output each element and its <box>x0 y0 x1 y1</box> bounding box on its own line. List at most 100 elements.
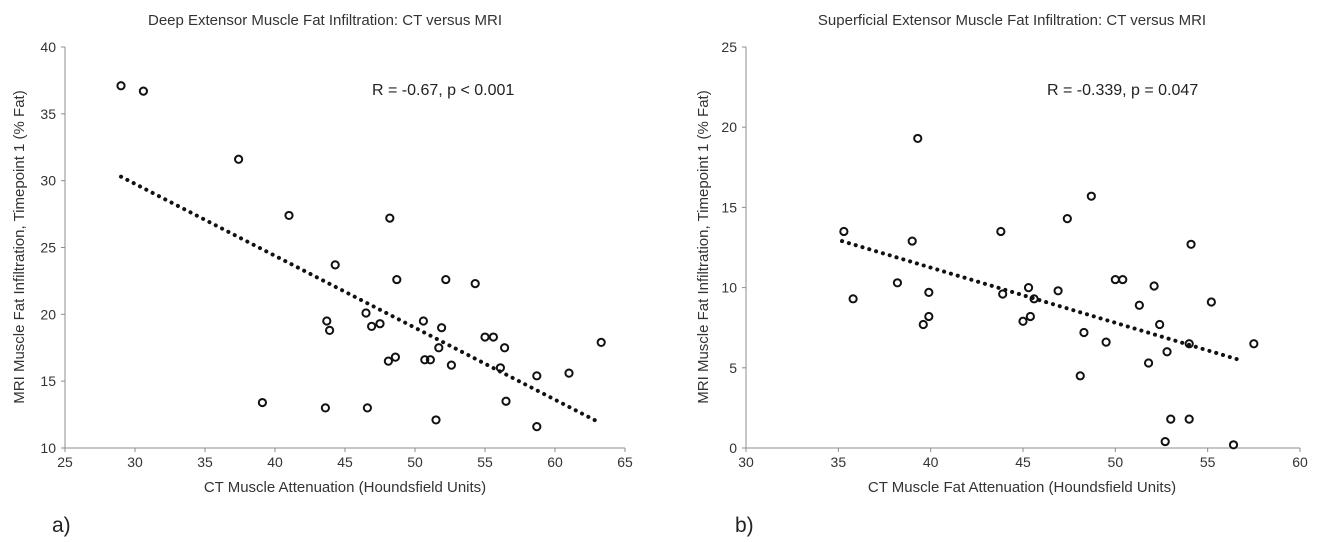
data-point <box>532 371 542 381</box>
data-point <box>1206 297 1216 307</box>
x-tick-label: 35 <box>831 454 847 470</box>
data-point <box>1110 274 1120 285</box>
y-tick-label: 0 <box>729 440 737 456</box>
data-point <box>1134 300 1144 310</box>
data-point <box>418 316 428 326</box>
data-point <box>1018 316 1028 326</box>
data-point <box>1228 440 1239 450</box>
x-tick-label: 65 <box>617 454 633 470</box>
panel-label: a) <box>52 514 71 537</box>
panel-label: b) <box>735 514 754 537</box>
x-tick-label: 45 <box>337 454 353 470</box>
y-tick-label: 35 <box>40 106 56 122</box>
data-point <box>1062 214 1072 224</box>
data-point <box>284 210 294 221</box>
data-point <box>330 260 340 270</box>
data-point <box>383 356 393 366</box>
data-point <box>1025 311 1035 322</box>
data-point <box>1023 283 1034 293</box>
data-point <box>1160 436 1170 447</box>
x-tick-label: 30 <box>127 454 143 470</box>
data-point <box>367 321 377 331</box>
data-point <box>892 278 903 288</box>
y-tick-label: 5 <box>729 360 737 376</box>
data-point <box>495 363 505 373</box>
y-tick-label: 20 <box>721 119 737 135</box>
x-axis-label: CT Muscle Attenuation (Houndsfield Units… <box>204 479 486 496</box>
data-point <box>425 355 435 365</box>
x-tick-label: 30 <box>738 454 754 470</box>
data-point <box>116 81 126 91</box>
data-point <box>532 422 542 432</box>
data-point <box>1086 191 1096 201</box>
data-point <box>375 319 385 329</box>
data-point <box>1101 337 1111 347</box>
x-tick-label: 40 <box>267 454 283 470</box>
data-point <box>1162 347 1172 357</box>
y-tick-label: 20 <box>40 306 56 322</box>
y-axis-label: MRI Muscle Fat Infiltration, Timepoint 1… <box>695 90 712 403</box>
data-point <box>918 319 928 330</box>
x-tick-label: 50 <box>407 454 423 470</box>
x-tick-label: 50 <box>1108 454 1124 470</box>
data-point <box>362 403 372 413</box>
y-tick-label: 15 <box>721 199 737 215</box>
data-point <box>437 323 447 333</box>
x-tick-label: 60 <box>547 454 563 470</box>
data-point <box>913 133 923 144</box>
data-point <box>257 397 267 408</box>
x-tick-label: 55 <box>1200 454 1216 470</box>
data-point <box>998 289 1008 299</box>
trendline <box>119 174 599 424</box>
y-tick-label: 25 <box>40 240 56 256</box>
x-tick-label: 40 <box>923 454 939 470</box>
scatter-panel-a: 25 30 35 40 45 50 55 60 65 10 15 20 25 30 35 40 Deep Ext… <box>11 12 633 537</box>
data-point <box>1029 294 1039 304</box>
data-point <box>907 236 917 246</box>
y-tick-label: 10 <box>40 440 56 456</box>
data-point <box>500 343 510 353</box>
data-point <box>924 311 934 322</box>
data-point <box>1184 339 1194 349</box>
data-point <box>1053 286 1063 296</box>
data-point <box>1184 414 1194 424</box>
data-point <box>446 360 456 370</box>
data-point <box>1079 327 1089 338</box>
correlation-annotation: R = -0.339, p = 0.047 <box>1047 82 1198 99</box>
data-point <box>138 86 148 96</box>
y-tick-label: 15 <box>40 373 56 389</box>
y-tick-label: 40 <box>40 39 56 55</box>
data-point <box>390 352 400 362</box>
x-tick-label: 25 <box>57 454 73 470</box>
data-point <box>848 294 858 304</box>
data-point <box>431 415 441 425</box>
data-point <box>1118 274 1128 285</box>
x-axis-label: CT Muscle Fat Attenuation (Houndsfield U… <box>868 479 1176 496</box>
data-point <box>924 287 934 298</box>
data-point <box>1149 281 1159 291</box>
data-point <box>1186 239 1196 249</box>
data-point <box>392 274 402 285</box>
trendline <box>840 239 1242 362</box>
data-point <box>596 337 606 348</box>
y-tick-label: 30 <box>40 173 56 189</box>
x-tick-label: 35 <box>197 454 213 470</box>
data-point <box>1075 371 1085 381</box>
data-point <box>234 154 244 164</box>
data-point <box>480 332 490 342</box>
data-point <box>361 308 371 318</box>
y-tick-label: 25 <box>721 39 737 55</box>
data-point <box>501 396 511 406</box>
data-point <box>385 213 395 223</box>
data-point <box>325 325 335 335</box>
data-point <box>441 274 451 285</box>
data-point <box>320 403 330 413</box>
chart-title: Deep Extensor Muscle Fat Infiltration: C… <box>148 12 502 29</box>
data-point <box>470 278 480 289</box>
x-tick-label: 55 <box>477 454 493 470</box>
y-tick-label: 10 <box>721 280 737 296</box>
correlation-annotation: R = -0.67, p < 0.001 <box>372 82 514 99</box>
data-point <box>1155 319 1165 330</box>
data-point <box>420 355 430 365</box>
